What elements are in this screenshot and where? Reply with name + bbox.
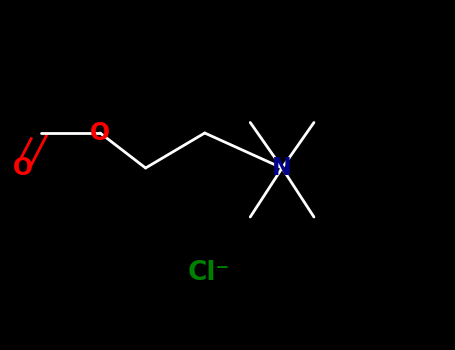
Text: O: O — [90, 121, 110, 145]
Text: O: O — [13, 156, 33, 180]
Text: N: N — [272, 156, 292, 180]
Text: Cl⁻: Cl⁻ — [188, 260, 231, 286]
